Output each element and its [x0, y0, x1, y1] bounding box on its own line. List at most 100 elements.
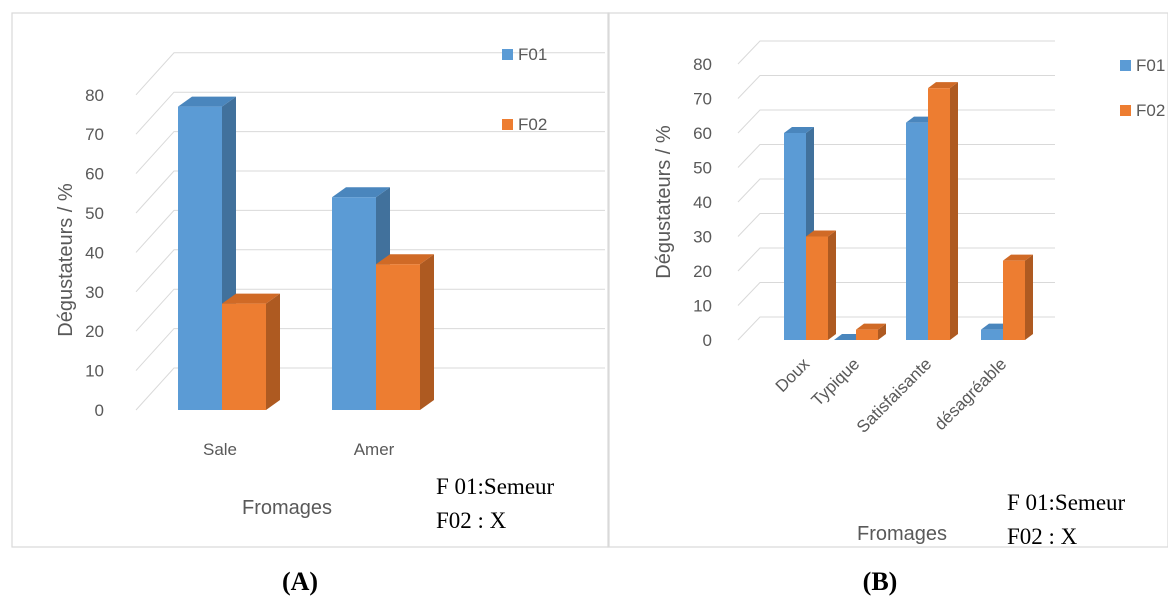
bar-front	[928, 88, 950, 341]
panel-label-b: (B)	[863, 567, 898, 596]
y-tick-label: 50	[85, 204, 104, 223]
chart-a-gridlines	[135, 52, 605, 411]
gridline	[135, 367, 605, 411]
bar-side	[1025, 254, 1033, 340]
y-tick-label: 80	[693, 55, 712, 74]
y-tick-label: 40	[693, 193, 712, 212]
bar-side	[266, 293, 280, 410]
y-tick-label: 60	[693, 124, 712, 143]
y-tick-label: 10	[693, 297, 712, 316]
chart-b-y-axis-label: Dégustateurs / %	[653, 125, 675, 279]
legend-label: F02	[1136, 101, 1165, 120]
y-tick-label: 50	[693, 159, 712, 178]
bar-top	[178, 96, 236, 107]
bar-top	[856, 323, 886, 330]
bar-front	[222, 303, 266, 410]
gridline	[135, 170, 605, 214]
chart-b-legend: F01 F02	[1120, 56, 1165, 120]
y-tick-label: 10	[85, 362, 104, 381]
chart-a-frame	[11, 12, 610, 548]
y-tick-label: 70	[693, 90, 712, 109]
y-tick-label: 80	[85, 86, 104, 105]
legend-swatch	[1120, 105, 1131, 116]
legend-swatch	[502, 119, 513, 130]
chart-a-legend: F01 F02	[502, 45, 547, 134]
gridline	[135, 249, 605, 293]
legend-label: F02	[518, 115, 547, 134]
gridline	[737, 109, 1055, 134]
chart-b-note-line-2: F02 : X	[1007, 524, 1078, 549]
bar-front	[981, 329, 1003, 340]
chart-b-bars	[784, 82, 1033, 341]
chart-a-y-ticks: 0 10 20 30 40 50 60 70 80	[85, 86, 104, 420]
chart-a: 0 10 20 30 40 50 60 70 80 Sale Amer Dégustateurs …	[11, 12, 610, 548]
bar-f02-désagréable	[1003, 254, 1033, 340]
chart-a-note-line-2: F02 : X	[436, 508, 507, 533]
legend-label: F01	[1136, 56, 1165, 75]
bar-front	[806, 236, 828, 340]
bar-top	[332, 187, 390, 198]
x-tick-label: Doux	[772, 354, 814, 396]
gridline	[737, 75, 1055, 99]
bar-f02-typique	[856, 323, 886, 340]
panel-label-a: (A)	[282, 567, 318, 596]
chart-b: 0 10 20 30 40 50 60 70 80 DouxTypiqueSatisfaisan…	[607, 12, 1168, 549]
legend-swatch	[1120, 60, 1131, 71]
bar-top	[1003, 254, 1033, 261]
x-tick-label: Typique	[808, 354, 864, 410]
chart-a-x-ticks: Sale Amer	[203, 440, 395, 459]
chart-a-note-line-1: F 01:Semeur	[436, 474, 555, 499]
gridline	[135, 131, 605, 174]
chart-a-bars	[178, 96, 434, 411]
gridline	[135, 209, 605, 253]
y-tick-label: 60	[85, 165, 104, 184]
x-tick-label: Amer	[354, 440, 395, 459]
chart-b-note-line-1: F 01:Semeur	[1007, 490, 1126, 515]
y-tick-label: 30	[693, 228, 712, 247]
bar-front	[178, 106, 222, 411]
bar-f01-sale	[178, 96, 236, 411]
legend-swatch	[502, 49, 513, 60]
bar-f02-doux	[806, 230, 836, 340]
chart-b-x-axis-label: Fromages	[857, 523, 947, 545]
bar-top	[222, 293, 280, 304]
bar-front	[332, 197, 376, 410]
x-tick-label: désagréable	[931, 354, 1011, 434]
y-tick-label: 0	[703, 331, 712, 350]
chart-b-frame	[607, 12, 1168, 548]
gridline	[135, 52, 605, 96]
y-tick-label: 30	[85, 283, 104, 302]
bar-front	[856, 329, 878, 340]
legend-label: F01	[518, 45, 547, 64]
bar-f02-satisfaisante	[928, 82, 958, 341]
bar-side	[878, 323, 886, 340]
x-tick-label: Sale	[203, 440, 237, 459]
y-tick-label: 40	[85, 243, 104, 262]
bar-side	[950, 82, 958, 341]
gridline	[135, 91, 605, 135]
bar-top	[784, 127, 814, 133]
chart-b-y-ticks: 0 10 20 30 40 50 60 70 80	[693, 55, 712, 350]
chart-a-y-axis-label: Dégustateurs / %	[55, 183, 77, 337]
gridline	[737, 40, 1055, 65]
chart-a-x-axis-label: Fromages	[242, 497, 332, 519]
gridline	[135, 288, 605, 332]
bar-front	[784, 133, 806, 340]
bar-front	[376, 264, 420, 410]
y-tick-label: 20	[85, 322, 104, 341]
bar-top	[928, 82, 958, 89]
bar-front	[1003, 260, 1025, 340]
bar-top	[806, 230, 836, 237]
gridline	[135, 328, 605, 371]
y-tick-label: 20	[693, 262, 712, 281]
y-tick-label: 70	[85, 125, 104, 144]
bar-side	[828, 230, 836, 340]
bar-f02-sale	[222, 293, 280, 410]
bar-top	[376, 254, 434, 265]
x-tick-label: Satisfaisante	[853, 354, 935, 436]
bar-front	[906, 122, 928, 341]
bar-side	[420, 254, 434, 410]
y-tick-label: 0	[95, 401, 104, 420]
